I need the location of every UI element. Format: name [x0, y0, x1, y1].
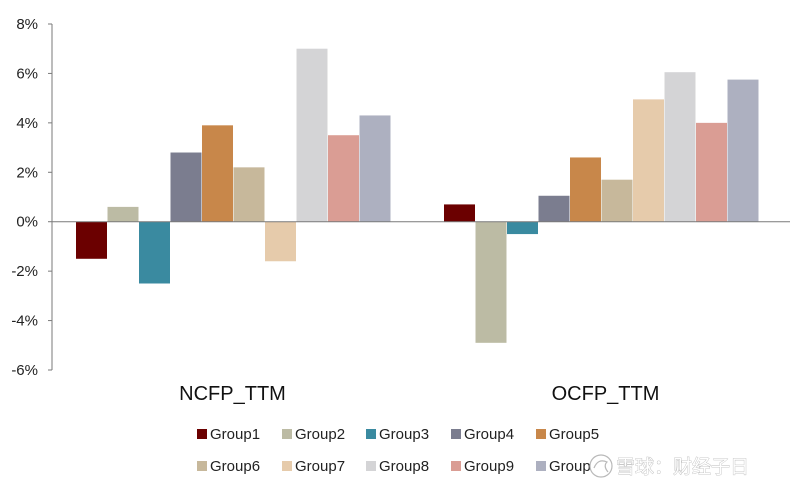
legend-swatch-group2 — [282, 429, 292, 439]
bar-group3-ocfp-ttm — [507, 221, 538, 235]
legend-swatch-group8 — [366, 461, 376, 471]
bar-group4-ncfp-ttm — [170, 152, 202, 222]
bar-group10-ncfp-ttm — [359, 115, 391, 222]
legend-label-group2: Group2 — [295, 426, 345, 443]
category-labels: NCFP_TTM OCFP_TTM — [179, 383, 659, 405]
y-tick-label: -2% — [11, 263, 38, 280]
bar-series — [76, 48, 759, 343]
legend-swatch-group1 — [197, 429, 207, 439]
y-tick-label: -6% — [11, 362, 38, 379]
legend-label-group1: Group1 — [210, 426, 260, 443]
bar-group2-ncfp-ttm — [107, 206, 139, 222]
y-tick-label: 4% — [16, 115, 38, 132]
legend: Group1 Group2 Group3 Group4 Group5 Group6 Grou… — [197, 426, 607, 475]
bar-group5-ncfp-ttm — [202, 125, 233, 222]
watermark: 雪球：财经子日 — [589, 454, 749, 478]
bar-group3-ncfp-ttm — [139, 221, 170, 284]
bar-group1-ncfp-ttm — [76, 221, 107, 259]
snowball-logo-icon — [589, 454, 613, 478]
legend-swatch-group4 — [451, 429, 461, 439]
bar-group9-ncfp-ttm — [328, 135, 359, 222]
bar-group8-ncfp-ttm — [296, 48, 328, 222]
watermark-text: 雪球：财经子日 — [616, 456, 749, 478]
bar-group10-ocfp-ttm — [727, 79, 759, 222]
category-label: NCFP_TTM — [179, 383, 286, 405]
category-label: OCFP_TTM — [552, 383, 660, 405]
legend-label-group4: Group4 — [464, 426, 514, 443]
legend-label-group9: Group9 — [464, 458, 514, 475]
legend-swatch-group9 — [451, 461, 461, 471]
legend-label-group8: Group8 — [379, 458, 429, 475]
legend-swatch-group10 — [536, 461, 546, 471]
y-tick-label: -4% — [11, 313, 38, 330]
bar-group2-ocfp-ttm — [475, 221, 507, 343]
legend-swatch-group3 — [366, 429, 376, 439]
bar-group6-ocfp-ttm — [601, 179, 633, 222]
y-tick-label: 6% — [16, 65, 38, 82]
snowball-logo-swirl — [593, 460, 609, 473]
bar-group7-ocfp-ttm — [633, 99, 664, 222]
legend-label-group6: Group6 — [210, 458, 260, 475]
bar-group7-ncfp-ttm — [265, 221, 296, 262]
legend-label-group5: Group5 — [549, 426, 599, 443]
legend-swatch-group6 — [197, 461, 207, 471]
legend-swatch-group7 — [282, 461, 292, 471]
bar-group1-ocfp-ttm — [444, 204, 475, 222]
y-tick-label: 8% — [16, 16, 38, 33]
legend-swatch-group5 — [536, 429, 546, 439]
bar-group6-ncfp-ttm — [233, 167, 265, 222]
bar-group5-ocfp-ttm — [570, 157, 601, 222]
bar-group9-ocfp-ttm — [696, 122, 727, 222]
y-tick-label: 2% — [16, 164, 38, 181]
legend-label-group7: Group7 — [295, 458, 345, 475]
y-tick-label: 0% — [16, 214, 38, 231]
legend-label-group3: Group3 — [379, 426, 429, 443]
bar-group4-ocfp-ttm — [538, 195, 570, 222]
y-axis-ticks: 8% 6% 4% 2% 0% -2% -4% -6% — [11, 16, 52, 379]
bar-group8-ocfp-ttm — [664, 72, 696, 222]
